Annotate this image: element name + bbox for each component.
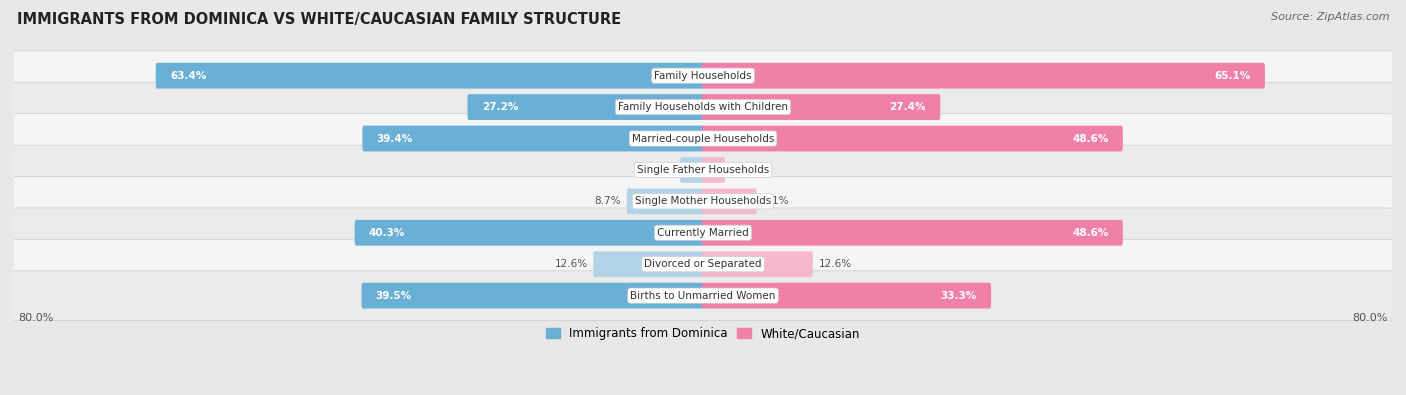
FancyBboxPatch shape [11,239,1395,289]
Text: Married-couple Households: Married-couple Households [631,134,775,143]
Text: 63.4%: 63.4% [170,71,207,81]
Text: 40.3%: 40.3% [368,228,405,238]
Text: 48.6%: 48.6% [1073,228,1108,238]
FancyBboxPatch shape [354,220,704,246]
FancyBboxPatch shape [702,94,941,120]
Text: 27.2%: 27.2% [482,102,517,112]
Text: 80.0%: 80.0% [1353,313,1388,323]
Text: 80.0%: 80.0% [18,313,53,323]
FancyBboxPatch shape [11,177,1395,226]
Text: Divorced or Separated: Divorced or Separated [644,259,762,269]
Text: Single Father Households: Single Father Households [637,165,769,175]
FancyBboxPatch shape [702,220,1123,246]
Text: Single Mother Households: Single Mother Households [636,196,770,206]
Text: Currently Married: Currently Married [657,228,749,238]
Text: 65.1%: 65.1% [1215,71,1251,81]
FancyBboxPatch shape [361,283,704,308]
FancyBboxPatch shape [11,145,1395,195]
Text: Family Households: Family Households [654,71,752,81]
Text: 33.3%: 33.3% [941,291,977,301]
FancyBboxPatch shape [702,126,1123,151]
Legend: Immigrants from Dominica, White/Caucasian: Immigrants from Dominica, White/Caucasia… [546,327,860,340]
Text: 39.4%: 39.4% [377,134,413,143]
FancyBboxPatch shape [702,283,991,308]
Text: Source: ZipAtlas.com: Source: ZipAtlas.com [1271,12,1389,22]
Text: 27.4%: 27.4% [890,102,927,112]
FancyBboxPatch shape [11,208,1395,258]
FancyBboxPatch shape [11,271,1395,320]
FancyBboxPatch shape [156,63,704,88]
Text: 39.5%: 39.5% [375,291,412,301]
FancyBboxPatch shape [702,188,756,214]
Text: 6.1%: 6.1% [762,196,789,206]
Text: Births to Unmarried Women: Births to Unmarried Women [630,291,776,301]
Text: 12.6%: 12.6% [818,259,852,269]
FancyBboxPatch shape [702,63,1265,88]
Text: 12.6%: 12.6% [554,259,588,269]
Text: 8.7%: 8.7% [595,196,621,206]
FancyBboxPatch shape [627,188,704,214]
FancyBboxPatch shape [11,114,1395,164]
FancyBboxPatch shape [702,251,813,277]
FancyBboxPatch shape [363,126,704,151]
FancyBboxPatch shape [702,157,725,183]
Text: 48.6%: 48.6% [1073,134,1108,143]
FancyBboxPatch shape [11,82,1395,132]
FancyBboxPatch shape [681,157,704,183]
Text: IMMIGRANTS FROM DOMINICA VS WHITE/CAUCASIAN FAMILY STRUCTURE: IMMIGRANTS FROM DOMINICA VS WHITE/CAUCAS… [17,12,621,27]
FancyBboxPatch shape [593,251,704,277]
Text: 2.5%: 2.5% [648,165,675,175]
FancyBboxPatch shape [11,51,1395,100]
Text: Family Households with Children: Family Households with Children [619,102,787,112]
Text: 2.4%: 2.4% [731,165,756,175]
FancyBboxPatch shape [467,94,704,120]
